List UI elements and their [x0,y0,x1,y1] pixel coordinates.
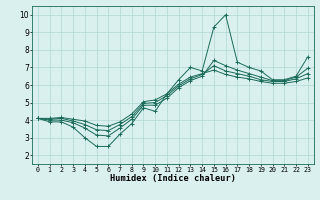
X-axis label: Humidex (Indice chaleur): Humidex (Indice chaleur) [110,174,236,183]
